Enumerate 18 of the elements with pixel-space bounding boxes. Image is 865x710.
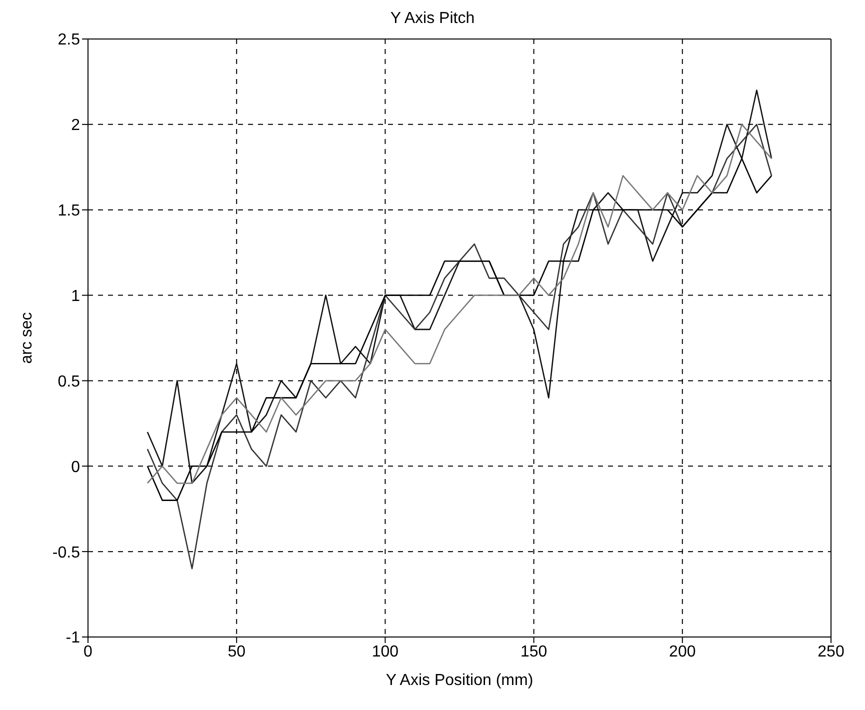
x-axis-title: Y Axis Position (mm) (386, 672, 534, 689)
x-tick-label: 0 (84, 643, 93, 660)
x-tick-label: 50 (228, 643, 246, 660)
chart-title: Y Axis Pitch (389, 9, 476, 29)
x-tick-label: 250 (818, 643, 844, 660)
y-axis-title: arc sec (18, 312, 36, 364)
y-tick-label: 1.5 (58, 202, 80, 220)
x-tick-label: 150 (520, 643, 548, 660)
y-tick-label: 1 (71, 288, 80, 305)
line-series (146, 124, 772, 570)
y-tick-label: -0.5 (52, 544, 80, 562)
x-tick-label: 200 (669, 643, 696, 660)
y-tick-label: 2.5 (58, 32, 80, 49)
y-tick-label: 2 (71, 117, 80, 134)
y-tick-label: 0 (71, 458, 80, 476)
x-tick-label: 100 (372, 643, 399, 660)
y-tick-label: 0.5 (58, 373, 80, 390)
y-tick-label: -1 (66, 630, 80, 647)
